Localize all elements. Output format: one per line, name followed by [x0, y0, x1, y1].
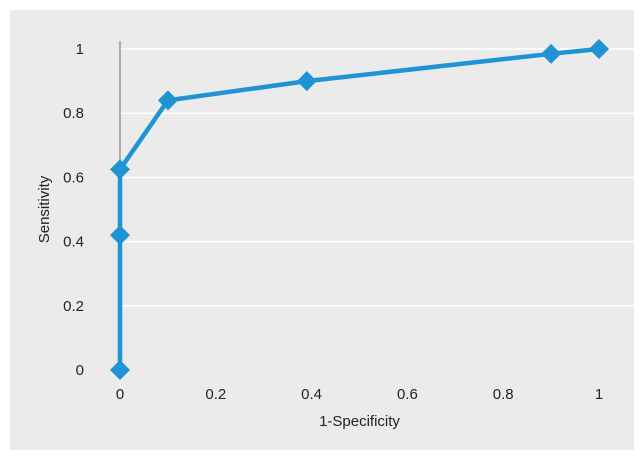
data-point-marker: [110, 360, 130, 380]
y-tick-label: 0.2: [63, 298, 84, 315]
y-tick-label: 0.6: [63, 169, 84, 186]
data-series: [110, 39, 609, 380]
y-axis-ticks: 0 0.2 0.4 0.6 0.8 1: [63, 41, 84, 379]
x-axis-title: 1-Specificity: [319, 413, 400, 430]
data-point-marker: [541, 43, 562, 64]
y-tick-label: 1: [76, 41, 84, 58]
y-tick-label: 0.8: [63, 105, 84, 122]
data-point-marker: [589, 39, 609, 59]
x-tick-label: 1: [595, 386, 603, 403]
data-point-marker: [110, 159, 130, 180]
y-tick-label: 0: [76, 362, 84, 379]
data-point-marker: [157, 90, 178, 111]
x-tick-label: 0.4: [301, 386, 322, 403]
chart-panel-background: [10, 10, 634, 450]
x-tick-label: 0.8: [493, 386, 514, 403]
x-axis-ticks: 0 0.2 0.4 0.6 0.8 1: [116, 386, 603, 403]
data-point-marker: [296, 71, 317, 92]
data-point-marker: [110, 225, 130, 246]
x-tick-label: 0.2: [205, 386, 226, 403]
x-tick-label: 0.6: [397, 386, 418, 403]
gridlines: [120, 48, 634, 307]
y-tick-label: 0.4: [63, 234, 84, 251]
x-tick-label: 0: [116, 386, 124, 403]
y-axis-title: Sensitivity: [36, 175, 53, 243]
